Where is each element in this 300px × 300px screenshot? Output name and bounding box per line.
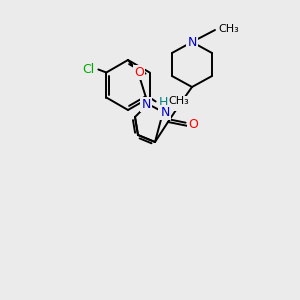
Text: O: O	[188, 118, 198, 131]
Text: HN: HN	[159, 97, 178, 110]
Text: CH₃: CH₃	[218, 24, 239, 34]
Text: CH₃: CH₃	[169, 97, 189, 106]
Text: N: N	[187, 35, 197, 49]
Text: N: N	[160, 106, 170, 118]
Text: N: N	[141, 98, 151, 110]
Text: O: O	[134, 65, 144, 79]
Text: Cl: Cl	[82, 63, 94, 76]
